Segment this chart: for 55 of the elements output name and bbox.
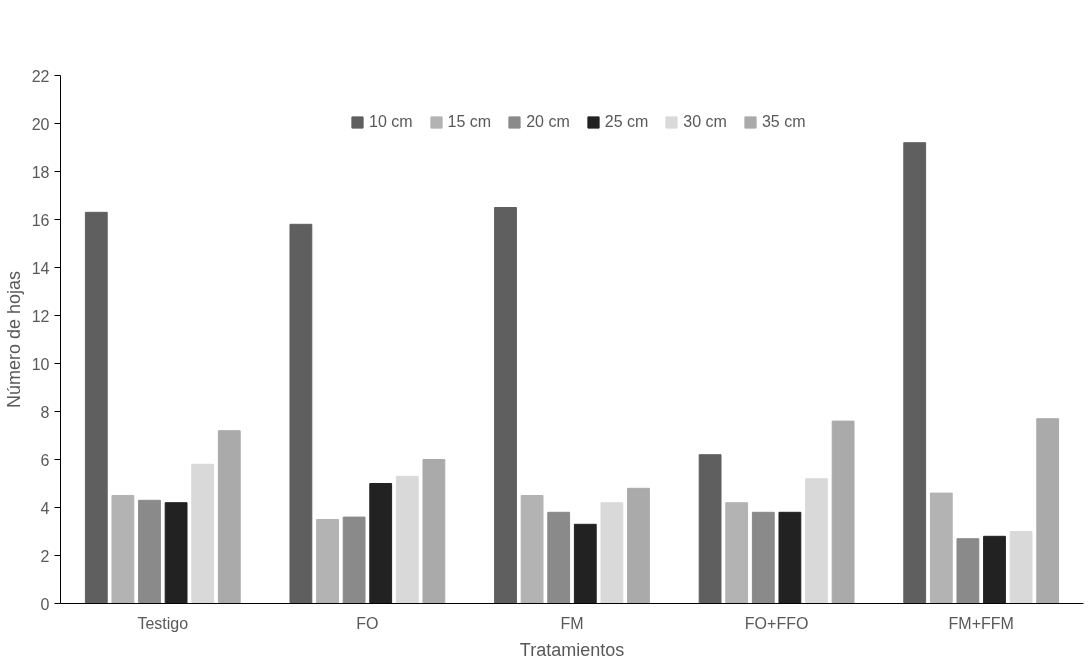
- bar: [573, 523, 597, 604]
- bar: [369, 483, 393, 604]
- bar: [698, 454, 722, 604]
- x-axis-title: Tratamientos: [519, 639, 625, 660]
- bar: [191, 463, 215, 604]
- x-tick-label: FM: [560, 614, 584, 632]
- y-axis-title: Número de hojas: [3, 270, 24, 409]
- bar: [1009, 531, 1033, 604]
- bar: [600, 502, 624, 604]
- y-tick-label: 18: [31, 163, 50, 181]
- bar: [903, 142, 927, 604]
- bar: [956, 538, 980, 604]
- legend-label: 25 cm: [604, 113, 649, 131]
- bar: [547, 511, 571, 604]
- bar: [422, 459, 446, 604]
- bar: [217, 430, 241, 604]
- bar: [111, 495, 135, 604]
- bar: [520, 495, 544, 604]
- bar: [395, 475, 419, 604]
- bar: [805, 478, 828, 604]
- bar: [751, 511, 775, 604]
- legend-label: 30 cm: [683, 113, 727, 131]
- bar: [778, 511, 802, 604]
- x-tick-label: FO+FFO: [744, 614, 809, 632]
- y-tick-label: 12: [31, 307, 50, 325]
- y-tick-label: 20: [31, 115, 50, 133]
- bar: [831, 420, 855, 604]
- y-tick-label: 8: [40, 403, 50, 421]
- y-tick-label: 14: [31, 259, 50, 277]
- legend-label: 20 cm: [526, 113, 570, 131]
- bar: [1036, 418, 1060, 604]
- x-tick-label: FO: [356, 614, 379, 632]
- x-tick-label: Testigo: [137, 614, 189, 632]
- bar: [983, 535, 1006, 604]
- legend-label: 35 cm: [761, 113, 806, 131]
- bar: [342, 516, 366, 604]
- bar: [929, 492, 953, 604]
- y-tick-label: 2: [40, 547, 50, 565]
- bar: [84, 211, 108, 604]
- bar: [164, 502, 188, 604]
- y-tick-label: 0: [40, 595, 50, 613]
- legend-label: 10 cm: [369, 113, 413, 131]
- y-tick-label: 10: [31, 355, 50, 373]
- y-tick-label: 4: [40, 499, 50, 517]
- bar: [289, 223, 313, 604]
- legend-label: 15 cm: [447, 113, 492, 131]
- bar: [138, 499, 161, 604]
- y-tick-label: 16: [31, 211, 50, 229]
- y-tick-label: 22: [31, 67, 50, 85]
- bar: [725, 502, 749, 604]
- bar: [627, 487, 650, 604]
- x-tick-label: FM+FFM: [948, 614, 1014, 632]
- y-tick-label: 6: [40, 451, 50, 469]
- bar: [316, 519, 339, 604]
- bar: [494, 207, 517, 604]
